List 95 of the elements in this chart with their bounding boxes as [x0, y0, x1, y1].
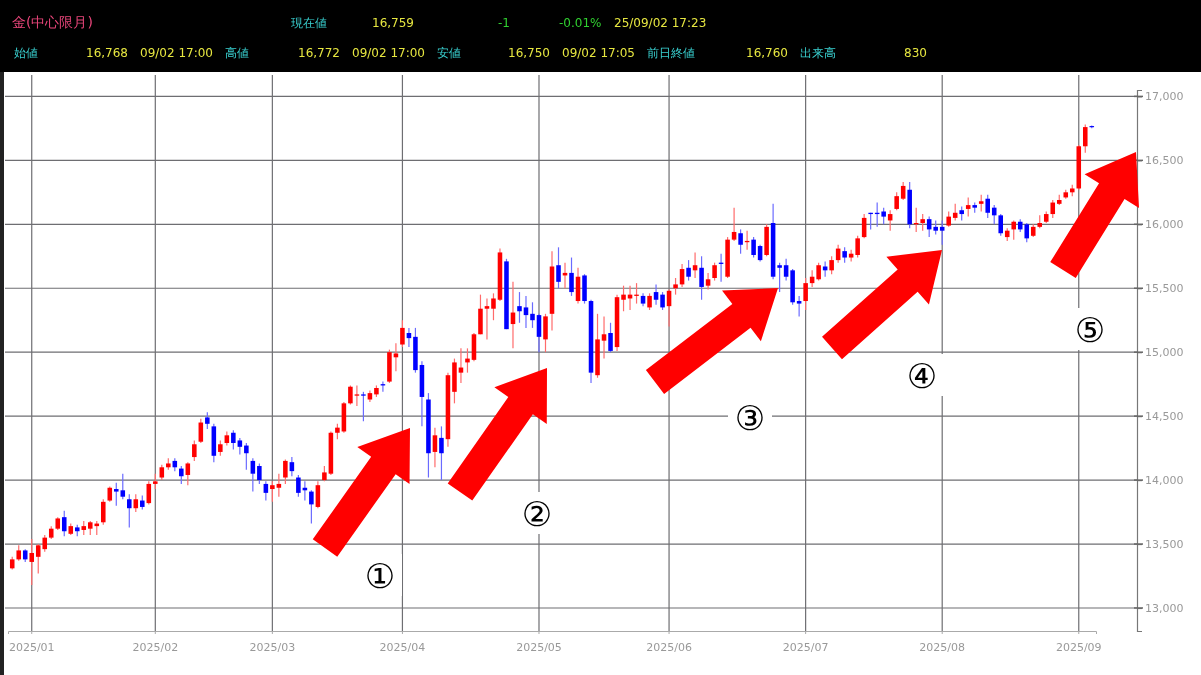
text: -1: [498, 16, 510, 30]
text: 始値: [14, 46, 38, 60]
candlestick: [601, 315, 607, 360]
y-tick-label: 16,500: [1145, 154, 1184, 168]
text: 830: [904, 46, 927, 60]
text: 現在値: [291, 16, 327, 30]
y-tick-label: 13,000: [1145, 602, 1184, 615]
annotation: ②: [521, 494, 553, 534]
candlestick: [699, 255, 704, 301]
candlestick: [855, 235, 860, 259]
candlestick: [361, 391, 366, 422]
y-tick-label: 15,500: [1145, 282, 1184, 296]
text: -0.01%: [559, 16, 602, 30]
candlestick: [803, 277, 808, 311]
annotation: ④: [906, 356, 938, 396]
y-tick-label: 15,000: [1145, 346, 1184, 360]
candlestick: [686, 259, 691, 282]
candlestick: [556, 246, 561, 289]
text: 09/02 17:00: [352, 46, 425, 60]
candlestick: [309, 489, 314, 525]
candlestick: [783, 258, 789, 282]
candlestick: [517, 291, 522, 324]
text: 09/02 17:00: [140, 46, 213, 60]
text: 16,772: [298, 46, 340, 60]
annotation: ③: [734, 398, 766, 438]
candlestick: [283, 459, 288, 485]
candlestick: [998, 213, 1003, 237]
text: 高値: [225, 46, 249, 60]
y-tick-label: 16,000: [1145, 218, 1184, 232]
text: 前日終値: [647, 46, 695, 60]
candlestick: [250, 457, 256, 493]
candlestick: [439, 425, 444, 481]
y-tick-label: 13,500: [1145, 538, 1184, 552]
y-tick-label: 17,000: [1145, 90, 1184, 104]
candlestick: [231, 429, 236, 450]
candlestick: [543, 313, 548, 353]
x-tick-label: 2025/02: [132, 641, 179, 655]
x-tick-label: 2025/05: [516, 641, 562, 655]
candlestick: [393, 342, 399, 372]
candlestick: [29, 538, 35, 586]
candlestick: [114, 482, 119, 507]
candlestick: [965, 196, 971, 218]
candlestick: [653, 283, 659, 306]
candlestick: [939, 219, 945, 246]
candlestick: [244, 442, 249, 471]
x-tick-label: 2025/07: [782, 641, 829, 655]
candlestick: [751, 236, 756, 259]
annotation: ⑤: [1074, 310, 1106, 350]
x-tick-label: 2025/04: [379, 641, 426, 655]
candlestick: [985, 194, 990, 219]
candlestick: [61, 510, 67, 537]
candlestick: [270, 480, 275, 503]
text: 安値: [437, 46, 461, 60]
text: 16,759: [372, 16, 414, 30]
candlestick: [822, 260, 828, 278]
candlestick: [777, 262, 782, 293]
candlestick: [608, 322, 613, 353]
y-tick-label: 14,500: [1145, 410, 1184, 424]
candlestick: [400, 319, 405, 348]
candlestick: [296, 474, 301, 498]
candlestick: [276, 473, 282, 498]
candlestick: [101, 498, 106, 526]
annotation: ①: [364, 556, 396, 596]
y-tick-label: 14,000: [1145, 474, 1184, 488]
x-tick-label: 2025/06: [646, 641, 692, 655]
candlestick: [530, 301, 535, 329]
candlestick: [796, 295, 802, 317]
x-tick-label: 2025/03: [249, 641, 296, 655]
candlestick: [192, 439, 197, 462]
candlestick: [569, 256, 574, 297]
text: 16,768: [86, 46, 128, 60]
candlestick: [738, 228, 743, 255]
candlestick: [621, 285, 626, 312]
candlestick: [120, 473, 126, 500]
text: 25/09/02 17:23: [614, 16, 707, 30]
candlestick: [705, 272, 711, 291]
candlestick: [354, 384, 360, 407]
x-tick-label: 2025/01: [8, 641, 55, 655]
candlestick: [1011, 219, 1017, 241]
x-tick-label: 2025/09: [1055, 641, 1102, 655]
candlestick: [127, 493, 132, 528]
text: 16,760: [746, 46, 788, 60]
candlestick: [185, 461, 191, 486]
text: 16,750: [508, 46, 550, 60]
chart-title: 金(中心限月): [12, 14, 93, 30]
text: 出来高: [800, 46, 836, 60]
candlestick: [484, 297, 490, 340]
candlestick: [523, 295, 529, 329]
candlestick: [491, 292, 496, 321]
x-tick-label: 2025/08: [919, 641, 966, 655]
candlestick: [1082, 123, 1088, 154]
candlestick: [731, 207, 737, 242]
candlestick: [348, 384, 353, 406]
candlestick: [257, 462, 262, 485]
text: 09/02 17:05: [562, 46, 635, 60]
